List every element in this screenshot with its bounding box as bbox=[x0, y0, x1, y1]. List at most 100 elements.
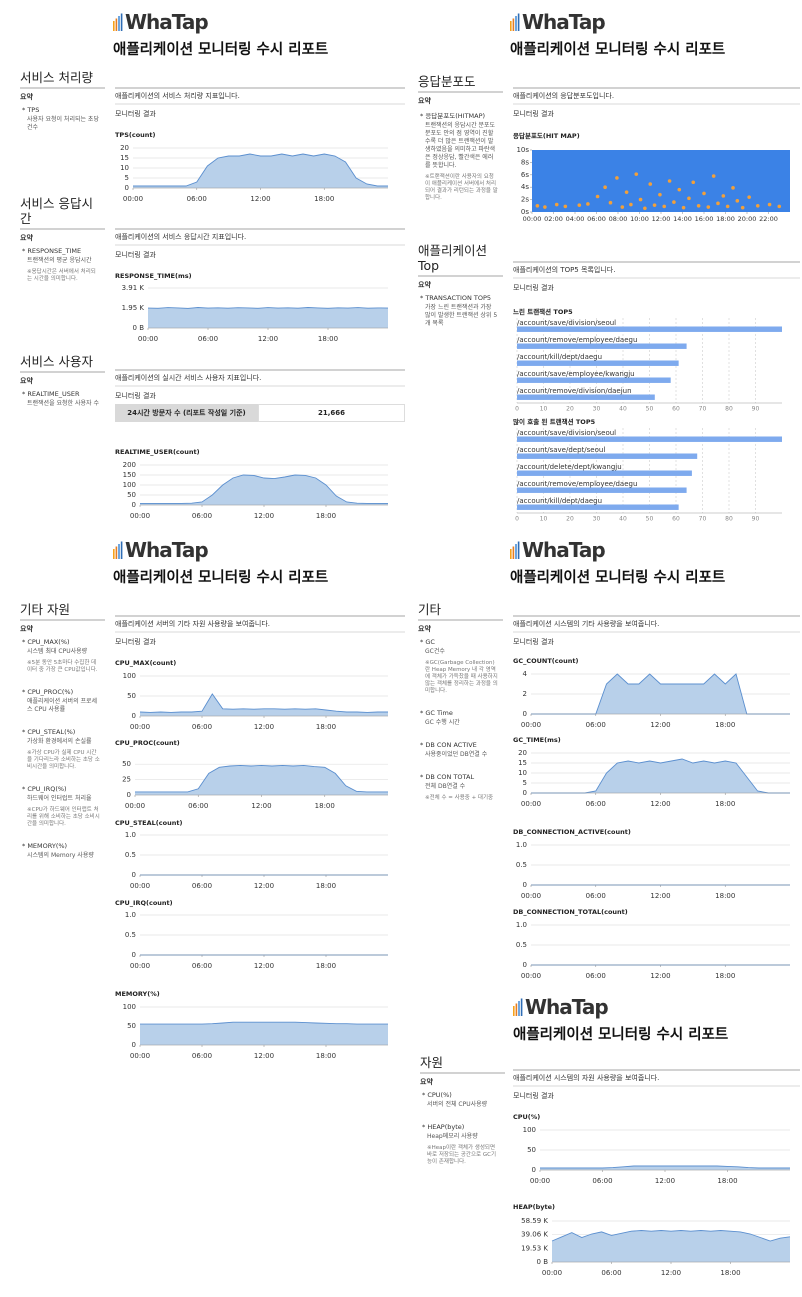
y-tick-label: 1.95 K bbox=[122, 304, 145, 312]
item-name: TPS bbox=[22, 106, 100, 114]
hit-point bbox=[662, 204, 667, 209]
item-note: ※CPU가 하드웨어 인터럽트 처리를 위해 소비하는 초당 소비시간을 의미합… bbox=[27, 807, 100, 827]
x-tick-label: 18:00 bbox=[314, 195, 334, 203]
summary: 애플리케이션의 응답분포도입니다. bbox=[513, 92, 615, 100]
x-tick-label: 12:00 bbox=[258, 335, 278, 343]
x-tick-label: 12:00 bbox=[650, 721, 670, 729]
chart-title: CPU(%) bbox=[513, 1113, 541, 1121]
item-name: MEMORY(%) bbox=[22, 842, 100, 850]
x-tick-label: 06:00 bbox=[586, 800, 606, 808]
y-tick-label: 25 bbox=[122, 776, 131, 784]
item-name: CPU(%) bbox=[422, 1091, 500, 1099]
y-tick-label: 19.53 K bbox=[521, 1244, 548, 1252]
x-tick-label: 12:00 bbox=[250, 195, 270, 203]
series-line bbox=[139, 693, 388, 713]
item-desc: 가장 느린 트랜잭션과 가장 많이 발생한 트랜잭션 상위 5개 목록 bbox=[425, 304, 498, 327]
x-tick-label: 00:00 bbox=[521, 721, 541, 729]
hit-point bbox=[586, 202, 590, 206]
y-tick-label: 0 B bbox=[537, 1258, 549, 1266]
bar-label: /account/save/dept/seoul bbox=[517, 446, 605, 454]
result-label: 모니터링 결과 bbox=[513, 110, 554, 118]
bar-label: /account/save/division/seoul bbox=[517, 429, 616, 437]
y-tick-label: 8s bbox=[521, 158, 529, 166]
item-desc: 트랜잭션을 요청한 사용자 수 bbox=[27, 400, 99, 407]
hit-point bbox=[643, 206, 647, 211]
x-tick-label: 50 bbox=[646, 516, 654, 523]
item-name: HEAP(byte) bbox=[422, 1123, 500, 1131]
bar-label: /account/save/employee/kwangju bbox=[517, 370, 635, 378]
result-label: 모니터링 결과 bbox=[513, 284, 554, 292]
logo-icon bbox=[120, 13, 123, 31]
y-tick-label: 50 bbox=[127, 692, 136, 700]
hit-point bbox=[658, 192, 662, 197]
hit-point bbox=[777, 204, 782, 209]
report-title: 애플리케이션 모니터링 수시 리포트 bbox=[113, 570, 329, 586]
y-tick-label: 0.5 bbox=[125, 931, 136, 939]
y-tick-label: 50 bbox=[527, 1146, 536, 1154]
series-line bbox=[540, 1165, 790, 1169]
hit-point bbox=[672, 200, 676, 204]
hitmap-background bbox=[532, 150, 790, 212]
y-tick-label: 150 bbox=[123, 471, 136, 479]
summary: 애플리케이션의 실시간 서비스 사용자 지표입니다. bbox=[115, 374, 262, 382]
bar bbox=[517, 360, 679, 366]
series-area bbox=[148, 307, 388, 328]
x-tick-label: 50 bbox=[646, 406, 654, 413]
hit-point bbox=[716, 201, 720, 206]
item-name: RESPONSE_TIME bbox=[22, 247, 100, 255]
x-tick-label: 10 bbox=[540, 406, 548, 413]
y-tick-label: 50 bbox=[127, 1022, 136, 1030]
x-tick-label: 00:00 bbox=[130, 512, 150, 520]
x-tick-label: 18:00 bbox=[715, 721, 735, 729]
series-area bbox=[531, 759, 790, 793]
y-tick-label: 100 bbox=[123, 672, 136, 680]
summary-label: 요약 bbox=[420, 1078, 433, 1086]
item-name: DB CON TOTAL bbox=[420, 773, 498, 781]
chart-title: 많이 호출 된 트랜잭션 TOP5 bbox=[513, 418, 596, 426]
series-area bbox=[133, 154, 388, 188]
result-label: 모니터링 결과 bbox=[115, 251, 156, 259]
logo-icon bbox=[113, 21, 115, 31]
y-tick-label: 50 bbox=[127, 491, 136, 499]
series-area bbox=[540, 1166, 790, 1170]
bar-label: /account/save/division/seoul bbox=[517, 319, 616, 327]
logo: WhaTap bbox=[125, 538, 209, 562]
logo-icon bbox=[513, 1006, 515, 1016]
bar bbox=[517, 394, 655, 400]
summary-label: 요약 bbox=[418, 625, 431, 633]
section-title: 기타 자원 bbox=[20, 602, 70, 617]
logo-icon bbox=[512, 18, 515, 31]
series-line bbox=[135, 764, 388, 793]
series-area bbox=[135, 765, 388, 795]
item-desc: 시스템의 Memory 사용량 bbox=[27, 852, 94, 859]
chart-title: HEAP(byte) bbox=[513, 1203, 556, 1211]
summary: 애플리케이션의 서비스 처리량 지표입니다. bbox=[115, 92, 240, 100]
result-label: 모니터링 결과 bbox=[115, 392, 156, 400]
x-tick-label: 12:00 bbox=[655, 1177, 675, 1185]
logo: WhaTap bbox=[522, 10, 606, 34]
x-tick-label: 18:00 bbox=[316, 512, 336, 520]
summary: 애플리케이션의 TOP5 목록입니다. bbox=[513, 266, 616, 274]
hit-point bbox=[731, 186, 735, 190]
item-desc: 전체 DB연결 수 bbox=[425, 783, 466, 790]
hit-point bbox=[648, 182, 653, 186]
x-tick-label: 14:00 bbox=[673, 215, 692, 223]
x-tick-label: 06:00 bbox=[586, 892, 606, 900]
x-tick-label: 12:00 bbox=[652, 215, 671, 223]
y-tick-label: 6s bbox=[521, 171, 529, 179]
y-tick-label: 0 bbox=[532, 1166, 536, 1174]
hit-point bbox=[608, 200, 613, 205]
chart-title: REALTIME_USER(count) bbox=[115, 448, 200, 456]
x-tick-label: 70 bbox=[699, 406, 707, 413]
section-title: 기타 bbox=[418, 602, 442, 617]
hit-point bbox=[687, 196, 691, 201]
chart-title: CPU_STEAL(count) bbox=[115, 819, 183, 827]
y-tick-label: 15 bbox=[518, 759, 527, 767]
logo-icon bbox=[113, 549, 115, 559]
hit-point bbox=[767, 202, 772, 207]
x-tick-label: 40 bbox=[619, 516, 627, 523]
y-tick-label: 10s bbox=[516, 146, 529, 154]
summary-label: 요약 bbox=[20, 625, 33, 633]
x-tick-label: 18:00 bbox=[316, 882, 336, 890]
x-tick-label: 10 bbox=[540, 516, 548, 523]
